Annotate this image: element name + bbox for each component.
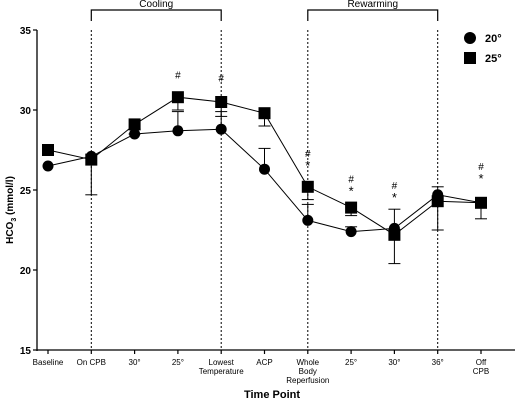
- x-tick-label: Whole Body Reperfusion: [286, 358, 329, 385]
- y-tick-label: 15: [20, 346, 32, 357]
- x-tick-label: 25°: [345, 358, 357, 367]
- data-point: [42, 160, 54, 172]
- significance-hash: #: [348, 175, 354, 186]
- series: # #*#*#*#*#: [42, 70, 487, 265]
- data-point: [302, 214, 314, 226]
- data-point: [171, 91, 184, 104]
- data-point: [388, 228, 401, 241]
- significance-star: *: [478, 171, 483, 186]
- data-point: [42, 144, 54, 156]
- y-tick-label: 20: [20, 266, 32, 277]
- x-tick-label: 30°: [129, 358, 141, 367]
- x-tick-label: 25°: [172, 358, 184, 367]
- y-axis-label-subscript: 3: [11, 218, 18, 222]
- data-point: [215, 96, 228, 108]
- significance-hash: #: [218, 74, 224, 85]
- data-point: [85, 153, 98, 166]
- x-tick-label: Off CPB: [473, 358, 489, 376]
- significance-star: *: [349, 184, 354, 199]
- series-square: # #*#*#*#*#: [42, 70, 487, 265]
- y-tick-label: 30: [20, 106, 32, 117]
- significance-hash: #: [305, 149, 311, 160]
- axes: [36, 30, 515, 351]
- legend-label: 25°: [485, 53, 502, 65]
- x-tick-label: On CPB: [77, 358, 106, 367]
- data-point: [345, 201, 358, 214]
- series-line: [47, 128, 482, 233]
- y-axis-label: HCO3 (mmol/l): [5, 176, 18, 244]
- phase-bracket: [307, 9, 439, 21]
- data-point: [128, 118, 141, 131]
- dashed-guide-lines: [90, 30, 439, 350]
- y-tick-label: 25: [20, 186, 32, 197]
- phase-brackets: Cooling Rewarming: [90, 0, 439, 21]
- y-axis-label-unit: (mmol/l): [5, 176, 16, 215]
- legend: 20° 25°: [464, 32, 502, 65]
- legend-marker: [464, 32, 476, 44]
- data-point: [301, 180, 314, 193]
- x-tick-label: 36°: [432, 358, 444, 367]
- phase-bracket: [90, 9, 222, 21]
- significance-star: *: [392, 190, 397, 205]
- y-tick-label: 35: [20, 26, 32, 37]
- data-point: [431, 195, 444, 208]
- x-tick-label: ACP: [256, 358, 272, 367]
- legend-label: 20°: [485, 33, 502, 45]
- significance-hash: #: [392, 181, 398, 192]
- data-point: [259, 163, 270, 175]
- data-point: [475, 196, 487, 209]
- x-tick-label: Lowest Temperature: [199, 358, 244, 376]
- significance-star: *: [305, 158, 310, 173]
- phase-bracket-label: Cooling: [139, 0, 173, 10]
- x-tick-label: Baseline: [33, 358, 64, 367]
- data-point: [345, 226, 357, 238]
- x-axis-label: Time Point: [244, 389, 300, 401]
- significance-hash: #: [175, 70, 181, 81]
- phase-bracket-label: Rewarming: [347, 0, 398, 10]
- significance-hash: #: [478, 162, 484, 173]
- x-tick-label: 30°: [388, 358, 400, 367]
- data-point: [215, 123, 227, 135]
- series-circle: [42, 111, 487, 238]
- y-tick-labels: 15 20 25 30 35: [20, 26, 37, 357]
- data-point: [172, 125, 184, 137]
- x-tick-labels: Baseline On CPB 30° 25° Lowest Temperature ACP…: [33, 350, 489, 385]
- data-point: [258, 107, 271, 120]
- legend-marker: [464, 52, 476, 64]
